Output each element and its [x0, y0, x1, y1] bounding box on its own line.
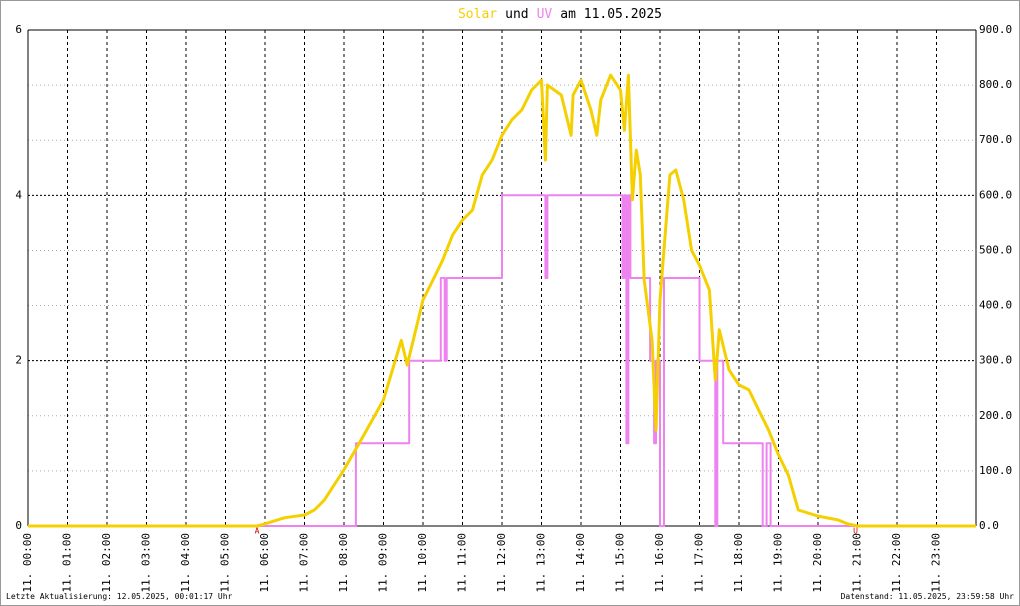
x-tick-label: 11. 22:00: [890, 533, 903, 593]
y2-tick-label: 200.0: [979, 409, 1012, 422]
y2-tick-label: 100.0: [979, 464, 1012, 477]
y2-tick-label: 500.0: [979, 243, 1012, 256]
x-tick-label: 11. 20:00: [811, 533, 824, 593]
x-tick-label: 11. 12:00: [495, 533, 508, 593]
series-line: [28, 194, 976, 527]
y-tick-label: 4: [15, 188, 22, 201]
x-tick-label: 11. 10:00: [416, 533, 429, 593]
x-tick-label: 11. 16:00: [653, 533, 666, 593]
title-uv: UV: [537, 7, 553, 22]
y2-tick-label: 900.0: [979, 23, 1012, 36]
x-tick-label: 11. 18:00: [732, 533, 745, 593]
x-tick-label: 11. 19:00: [772, 533, 785, 593]
y-tick-label: 6: [15, 23, 22, 36]
y2-tick-label: 300.0: [979, 354, 1012, 367]
footer-left: Letzte Aktualisierung: 12.05.2025, 00:01…: [6, 592, 233, 601]
series-line: [28, 73, 976, 528]
y2-tick-label: 400.0: [979, 299, 1012, 312]
title-solar: Solar: [458, 7, 497, 22]
annotation: U: [853, 527, 858, 536]
x-tick-label: 11. 11:00: [456, 533, 469, 593]
y2-tick-label: 0.0: [979, 519, 999, 532]
x-tick-label: 11. 02:00: [100, 533, 113, 593]
y2-tick-label: 800.0: [979, 78, 1012, 91]
y-tick-label: 2: [15, 354, 22, 367]
x-tick-label: 11. 00:00: [21, 533, 34, 593]
x-tick-label: 11. 13:00: [535, 533, 548, 593]
x-tick-label: 11. 07:00: [298, 533, 311, 593]
footer-right: Datenstand: 11.05.2025, 23:59:58 Uhr: [841, 592, 1015, 601]
y2-tick-label: 700.0: [979, 133, 1012, 146]
x-tick-label: 11. 04:00: [179, 533, 192, 593]
x-tick-label: 11. 08:00: [337, 533, 350, 593]
x-tick-label: 11. 06:00: [258, 533, 271, 593]
x-tick-label: 11. 03:00: [140, 533, 153, 593]
x-tick-label: 11. 15:00: [614, 533, 627, 593]
y-tick-label: 0: [15, 519, 22, 532]
x-tick-label: 11. 17:00: [693, 533, 706, 593]
x-tick-label: 11. 01:00: [61, 533, 74, 593]
title-part: und: [505, 7, 528, 22]
x-tick-label: 11. 05:00: [219, 533, 232, 593]
x-tick-label: 11. 14:00: [574, 533, 587, 593]
x-tick-label: 11. 09:00: [377, 533, 390, 593]
title-part: am 11.05.2025: [560, 7, 662, 22]
y2-tick-label: 600.0: [979, 188, 1012, 201]
annotation: A: [255, 527, 260, 536]
x-tick-label: 11. 21:00: [851, 533, 864, 593]
x-tick-label: 11. 23:00: [930, 533, 943, 593]
chart-title: Solar und UV am 11.05.2025: [458, 7, 662, 22]
